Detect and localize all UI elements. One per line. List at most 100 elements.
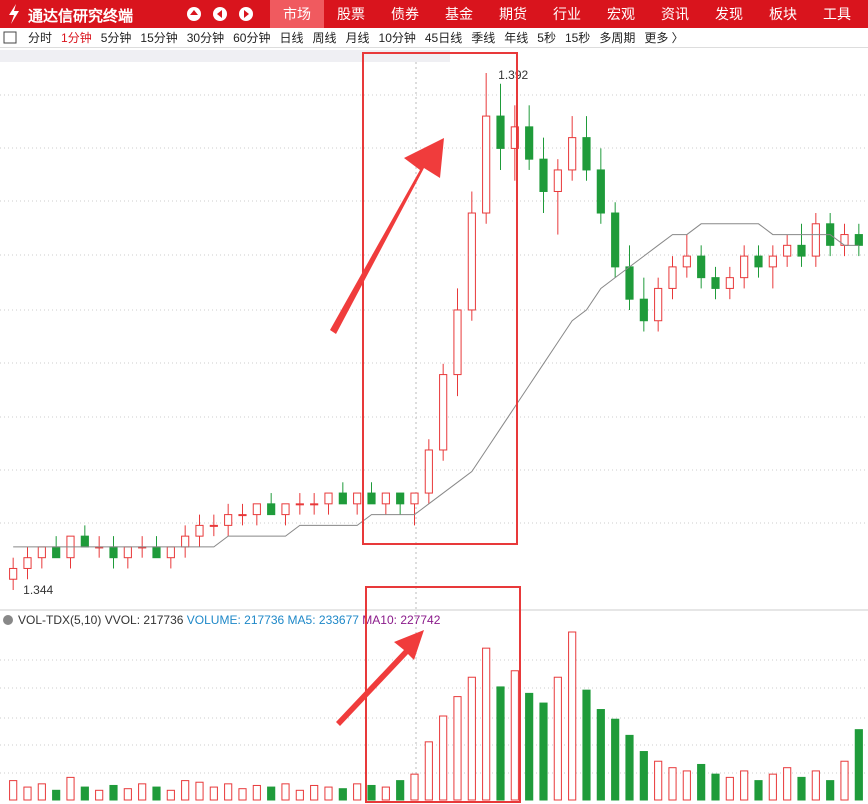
candle-body: [453, 309, 462, 376]
candle-body: [224, 514, 233, 526]
candle-body: [23, 557, 32, 569]
volume-bar: [510, 670, 519, 801]
ma10-value: 227742: [400, 613, 440, 627]
volume-bar: [295, 789, 304, 801]
volume-bar: [439, 715, 448, 801]
candle-body: [768, 255, 777, 268]
ma5-label: MA5:: [288, 613, 316, 627]
candle-body: [582, 137, 591, 171]
volume-bar: [209, 786, 218, 801]
volume-bar: [224, 783, 233, 801]
volume-bar: [611, 718, 620, 801]
candle-body: [396, 492, 405, 505]
volume-bar: [539, 702, 548, 801]
low-label: 1.344: [23, 583, 53, 597]
candle-body: [338, 492, 347, 505]
volume-bar: [854, 729, 863, 801]
period-tab[interactable]: 分时: [28, 31, 53, 45]
volume-bar: [496, 686, 505, 801]
app-title: 通达信研究终端: [28, 8, 134, 25]
period-tab[interactable]: 15秒: [564, 31, 591, 45]
period-tab[interactable]: 1分钟: [61, 31, 92, 45]
nav-item[interactable]: 基金: [445, 6, 473, 22]
candle-body: [238, 514, 247, 517]
candle-body: [439, 374, 448, 451]
arrow: [330, 138, 444, 334]
period-tab[interactable]: 5秒: [537, 31, 556, 45]
nav-item[interactable]: 发现: [715, 6, 743, 22]
candle-body: [353, 492, 362, 505]
logo-icon: [9, 4, 19, 24]
volume-bar: [152, 786, 161, 801]
volume-bar: [238, 788, 247, 801]
nav-item[interactable]: 资讯: [661, 6, 689, 22]
panel-toggle[interactable]: [3, 31, 17, 44]
nav-item[interactable]: 期货: [499, 6, 527, 22]
candle-body: [252, 503, 261, 516]
high-label: 1.392: [498, 68, 528, 82]
volume-bar: [654, 760, 663, 801]
volume-bar: [697, 763, 706, 801]
volume-bar: [166, 789, 175, 801]
period-tab[interactable]: 月线: [345, 31, 370, 45]
volume-bar: [109, 784, 118, 801]
nav-item[interactable]: 债券: [391, 6, 419, 22]
volume-bar: [596, 709, 605, 801]
volume-bar: [80, 786, 89, 801]
indicator-name: VOL-TDX(5,10): [18, 613, 101, 627]
candle-body: [195, 524, 204, 537]
nav-item[interactable]: 股票: [337, 6, 365, 22]
volume-bar: [826, 780, 835, 801]
period-tab[interactable]: 多周期: [599, 31, 636, 45]
volume-bar: [123, 788, 132, 801]
candle-body: [783, 244, 792, 257]
volume-bar: [310, 784, 319, 801]
period-tab[interactable]: 45日线: [424, 31, 463, 45]
candle-body: [310, 503, 319, 506]
candle-body: [654, 287, 663, 322]
volume-bar: [181, 780, 190, 801]
volume-bar: [338, 788, 347, 801]
volume-bar: [138, 783, 147, 801]
volume-bar: [95, 789, 104, 801]
volume-bar: [682, 770, 691, 801]
period-tab[interactable]: 周线: [312, 31, 337, 45]
candle-body: [267, 503, 276, 516]
period-tab[interactable]: 季线: [471, 31, 496, 45]
candle-body: [424, 449, 433, 494]
volume-bar: [66, 776, 75, 801]
nav-buttons[interactable]: [184, 0, 264, 28]
volume-header: VOL-TDX(5,10) VVOL: 217736 VOLUME: 21773…: [18, 613, 441, 627]
highlight-box: [362, 52, 518, 545]
volume-bar: [410, 773, 419, 801]
indicator-menu[interactable]: [3, 615, 13, 625]
volume-bar: [195, 781, 204, 801]
candle-body: [568, 137, 577, 171]
nav-item[interactable]: 市场: [270, 0, 324, 28]
period-tab[interactable]: 更多 〉: [644, 31, 684, 45]
volume-value: 217736: [244, 613, 284, 627]
candle-body: [367, 492, 376, 505]
candle-body: [381, 492, 390, 505]
candle-body: [682, 255, 691, 268]
nav-item[interactable]: 板块: [769, 6, 797, 22]
volume-bar: [482, 647, 491, 801]
candle-body: [410, 492, 419, 505]
volume-bar: [797, 776, 806, 801]
period-tab[interactable]: 15分钟: [140, 31, 178, 45]
nav-item[interactable]: 行业: [553, 6, 581, 22]
blurred-info: [0, 50, 450, 62]
volume-bar: [668, 767, 677, 801]
period-tab[interactable]: 60分钟: [233, 31, 271, 45]
period-tab[interactable]: 日线: [279, 31, 304, 45]
nav-item[interactable]: 工具: [823, 6, 851, 22]
volume-label: VOLUME:: [187, 613, 241, 627]
period-tab[interactable]: 10分钟: [378, 31, 416, 45]
nav-item[interactable]: 宏观: [607, 6, 635, 22]
period-tab[interactable]: 30分钟: [186, 31, 225, 45]
candle-body: [467, 212, 476, 311]
period-tab[interactable]: 5分钟: [100, 31, 132, 45]
volume-bar: [381, 786, 390, 801]
period-tab[interactable]: 年线: [504, 31, 529, 45]
